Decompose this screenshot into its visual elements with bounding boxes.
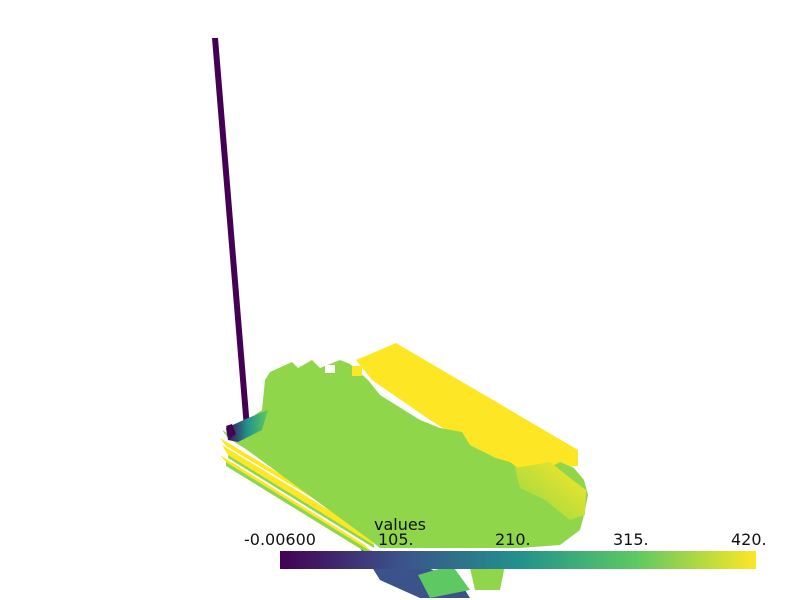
scalar-bar-tick-105: 105. <box>378 530 414 549</box>
mesh-notches <box>312 365 362 376</box>
mesh-edge-gradient <box>226 410 268 442</box>
scalar-bar-colormap <box>280 551 756 569</box>
scalar-bar-title: values <box>373 515 427 534</box>
scalar-bar-tick-max: 420. <box>731 530 767 549</box>
scalar-bar-tick-315: 315. <box>613 530 649 549</box>
mesh-main-slab <box>228 360 588 548</box>
mesh-right-corner <box>515 462 586 520</box>
rod-mesh <box>212 38 250 428</box>
mesh-yellow-plate <box>356 343 578 470</box>
mesh-edge-dark <box>226 424 236 438</box>
scalar-bar-tick-210: 210. <box>495 530 531 549</box>
scalar-bar-tick-min: -0.00600 <box>244 530 316 549</box>
